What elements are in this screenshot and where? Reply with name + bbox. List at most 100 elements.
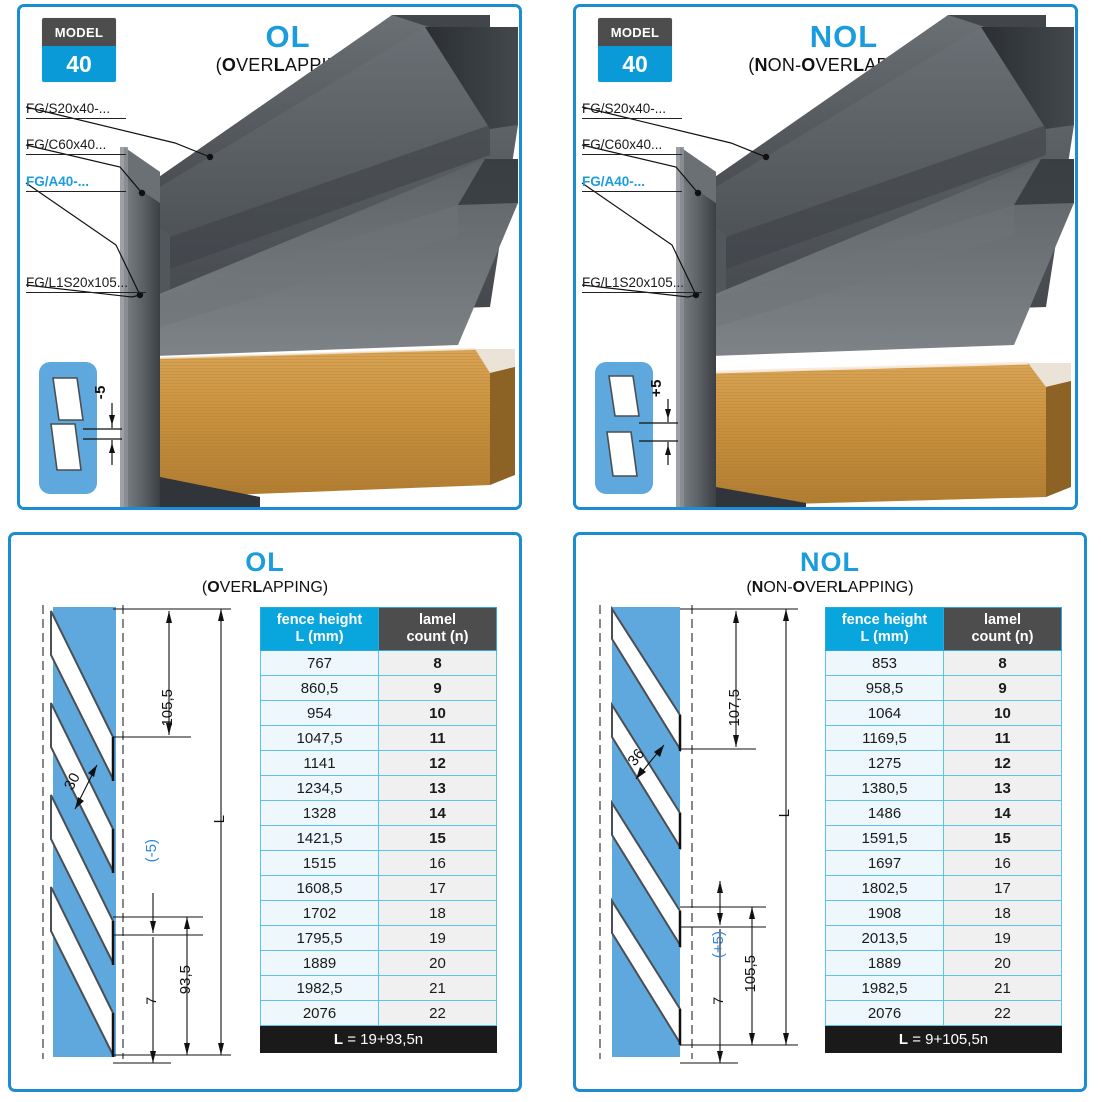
table-row: 1380,5 13 [825,775,1062,801]
table-title-ol: OL (OVERLAPPING) [11,547,519,599]
cell-fence-height: 860,5 [260,675,379,701]
cell-fence-height: 1328 [260,800,379,826]
table-row: 1982,5 21 [260,975,497,1001]
cell-fence-height: 954 [260,700,379,726]
table-row: 1328 14 [260,800,497,826]
cell-lamel-count: 21 [378,975,497,1001]
footer-formula-nol: L = 9+105,5n [825,1025,1062,1053]
cell-lamel-count: 20 [378,950,497,976]
cell-lamel-count: 11 [943,725,1062,751]
spec-table-ol: fence height L (mm) lamel count (n) 767 8… [260,607,497,1053]
dim-offset-ol: (-5) [143,839,160,863]
table-footer-row: L = 9+105,5n [825,1025,1062,1053]
spec-table-nol: fence height L (mm) lamel count (n) 853 8… [825,607,1062,1053]
table-body-ol: 767 8 860,5 9 954 10 1047,5 11 1141 12 1234,5 13 132… [260,650,497,1026]
panel-ol-render: MODEL 40 OL (OVERLAPPING) [17,4,522,510]
cell-fence-height: 1064 [825,700,944,726]
dim-pitch-ol: 105,5 [159,689,176,727]
cell-fence-height: 1795,5 [260,925,379,951]
col-fence-height: fence height L (mm) [260,607,379,651]
table-row: 1141 12 [260,750,497,776]
cell-lamel-count: 8 [378,650,497,676]
cell-fence-height: 1234,5 [260,775,379,801]
table-row: 1889 20 [260,950,497,976]
table-row: 2076 22 [825,1000,1062,1026]
table-title-sub: (OVERLAPPING) [201,579,329,596]
cell-lamel-count: 18 [943,900,1062,926]
cell-lamel-count: 18 [378,900,497,926]
section-diagram-nol: 107,5 36 (+5) 105,5 7 L [588,597,823,1072]
table-row: 1802,5 17 [825,875,1062,901]
cell-fence-height: 1380,5 [825,775,944,801]
cell-fence-height: 767 [260,650,379,676]
cell-lamel-count: 15 [378,825,497,851]
cell-lamel-count: 8 [943,650,1062,676]
cell-lamel-count: 22 [943,1000,1062,1026]
cell-lamel-count: 14 [378,800,497,826]
cell-lamel-count: 17 [943,875,1062,901]
cell-lamel-count: 16 [943,850,1062,876]
table-row: 958,5 9 [825,675,1062,701]
cell-lamel-count: 10 [378,700,497,726]
table-row: 1275 12 [825,750,1062,776]
cell-fence-height: 1982,5 [260,975,379,1001]
cell-fence-height: 1421,5 [260,825,379,851]
cell-lamel-count: 21 [943,975,1062,1001]
table-row: 1889 20 [825,950,1062,976]
cell-fence-height: 1275 [825,750,944,776]
cell-lamel-count: 9 [943,675,1062,701]
table-row: 1908 18 [825,900,1062,926]
render-title-ol: OL (OVERLAPPING) [138,21,438,77]
dim-offset-nol: (+5) [710,931,727,959]
callout-fg-c60x40: FG/C60x40... [582,137,682,155]
cell-lamel-count: 12 [943,750,1062,776]
table-row: 1421,5 15 [260,825,497,851]
footer-formula-ol: L = 19+93,5n [260,1025,497,1053]
cell-lamel-count: 13 [943,775,1062,801]
table-row: 1486 14 [825,800,1062,826]
cell-fence-height: 1908 [825,900,944,926]
lamel-inset-dim-value-ol: -5 [92,385,109,400]
table-row: 1697 16 [825,850,1062,876]
col-fence-height: fence height L (mm) [825,607,944,651]
cell-fence-height: 1608,5 [260,875,379,901]
cell-fence-height: 1169,5 [825,725,944,751]
col-lamel-count: lamel count (n) [943,607,1062,651]
cell-lamel-count: 12 [378,750,497,776]
dim-pitch-nol: 107,5 [726,689,743,727]
cell-lamel-count: 22 [378,1000,497,1026]
table-row: 860,5 9 [260,675,497,701]
lamel-inset-dim-value-nol: +5 [648,379,665,398]
table-row: 954 10 [260,700,497,726]
dim-overall-nol: L [776,809,793,818]
callout-fg-l1s20x105: FG/L1S20x105... [582,275,702,293]
table-header-row: fence height L (mm) lamel count (n) [260,607,497,651]
cell-fence-height: 958,5 [825,675,944,701]
model-badge-ol: MODEL 40 [42,18,116,82]
table-footer-row: L = 19+93,5n [260,1025,497,1053]
panel-ol-table: OL (OVERLAPPING) [8,532,522,1092]
table-row: 1591,5 15 [825,825,1062,851]
model-badge-number: 40 [42,46,116,82]
table-title-main: OL [245,547,285,577]
model-badge-nol: MODEL 40 [598,18,672,82]
table-row: 1702 18 [260,900,497,926]
cell-fence-height: 1515 [260,850,379,876]
model-badge-label: MODEL [598,18,672,46]
cell-lamel-count: 9 [378,675,497,701]
dim-base-nol: 105,5 [742,955,759,993]
table-row: 2013,5 19 [825,925,1062,951]
lamel-inset-badge-ol [39,362,97,494]
panel-nol-table: NOL (NON-OVERLAPPING) [573,532,1087,1092]
cell-lamel-count: 19 [378,925,497,951]
table-row: 1982,5 21 [825,975,1062,1001]
callout-fg-a40: FG/A40-... [26,174,126,192]
table-title-sub: (NON-OVERLAPPING) [746,579,914,596]
cell-lamel-count: 20 [943,950,1062,976]
cell-fence-height: 1047,5 [260,725,379,751]
callout-fg-s20x40: FG/S20x40-... [26,101,126,119]
cell-lamel-count: 13 [378,775,497,801]
cell-fence-height: 1697 [825,850,944,876]
table-row: 853 8 [825,650,1062,676]
